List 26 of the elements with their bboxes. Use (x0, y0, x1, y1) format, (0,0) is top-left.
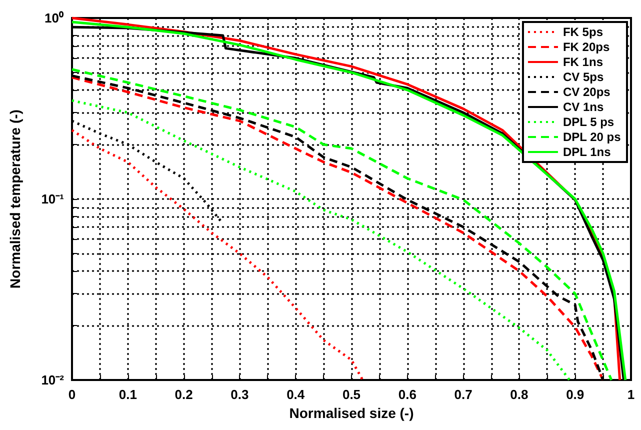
x-tick-label: 0.8 (510, 387, 528, 402)
y-tick-label: 10⁻² (41, 372, 65, 388)
legend-label: CV 5ps (562, 70, 604, 84)
x-tick-label: 1 (627, 387, 635, 402)
x-tick-label: 0.1 (118, 387, 137, 402)
x-tick-label: 0.3 (230, 387, 249, 402)
x-axis-title: Normalised size (-) (289, 404, 414, 421)
x-tick-label: 0.7 (454, 387, 472, 402)
line-series (70, 128, 364, 382)
y-tick-label: 10⁰ (44, 10, 64, 26)
legend-label: FK 5ps (562, 25, 604, 39)
legend-label: FK 20ps (562, 40, 610, 54)
legend-label: FK 1ns (562, 55, 604, 69)
y-tick-label: 10⁻¹ (41, 192, 64, 206)
legend-label: DPL 5 ps (562, 115, 614, 129)
legend-label: DPL 20 ps (562, 130, 622, 144)
x-tick-label: 0.4 (286, 387, 306, 402)
legend-label: CV 1ns (562, 100, 604, 114)
x-tick-label: 0.2 (174, 387, 193, 402)
x-tick-label: 0.6 (398, 387, 416, 402)
y-axis-title: Normalised temperature (-) (7, 110, 23, 288)
x-tick-label: 0.9 (566, 387, 584, 402)
x-tick-label: 0.5 (342, 387, 361, 402)
x-tick-label: 0 (68, 387, 76, 402)
legend-label: DPL 1ns (562, 145, 612, 159)
legend-label: CV 20ps (562, 85, 611, 99)
